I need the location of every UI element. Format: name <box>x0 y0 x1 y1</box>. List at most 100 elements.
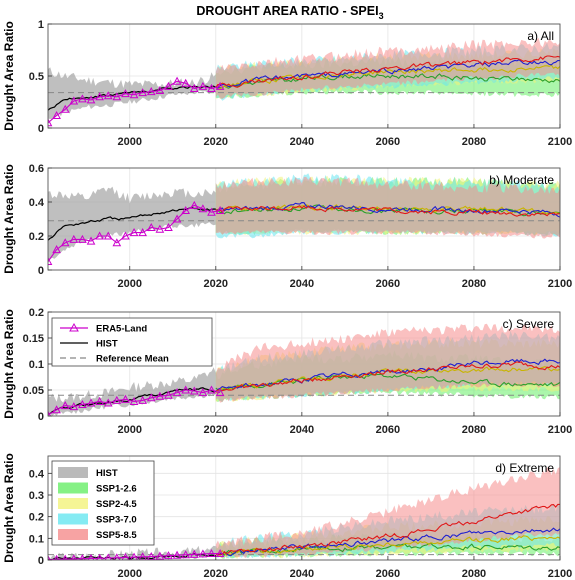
panel-title: d) Extreme <box>495 461 554 475</box>
era5-marker <box>181 78 191 87</box>
era5-marker <box>112 395 122 404</box>
panel-title: c) Severe <box>503 317 555 331</box>
x-tick-label: 2100 <box>548 424 572 436</box>
y-axis-label: Drought Area Ratio <box>2 21 16 131</box>
era5-marker <box>146 222 156 231</box>
y-axis-label: Drought Area Ratio <box>2 164 16 274</box>
era5-marker <box>62 554 69 560</box>
y-tick-label: 0.3 <box>29 490 44 502</box>
era5-marker <box>52 110 61 120</box>
y-tick-label: 0.1 <box>29 533 44 545</box>
era5-marker <box>181 385 191 394</box>
series-line-ssp5-8.5 <box>215 55 560 88</box>
era5-marker <box>189 200 199 209</box>
era5-marker <box>198 388 208 397</box>
era5-marker <box>215 205 225 214</box>
legend-label: SSP3-7.0 <box>96 515 137 526</box>
y-axis-label: Drought Area Ratio <box>2 309 16 419</box>
era5-marker <box>69 402 79 411</box>
panel-3: 0 0.05 0.1 0.15 0.2 2000 2020 2040 2060 2080 2100 D… <box>2 307 572 436</box>
plot-area <box>48 323 560 416</box>
panels: 0 0.5 1 2000 2020 2040 2060 2080 2100 Drought Are… <box>2 19 572 580</box>
band-ssp5-8.5 <box>215 466 560 559</box>
era5-marker <box>53 554 60 560</box>
era5-marker <box>181 205 191 214</box>
era5-marker <box>103 91 113 100</box>
era5-line <box>48 389 221 416</box>
legend-label: SSP2-4.5 <box>96 499 137 510</box>
hist-band <box>48 186 216 264</box>
era5-marker <box>60 238 70 247</box>
y-tick-label: 0.6 <box>29 163 44 175</box>
y-tick-label: 0.05 <box>23 385 44 397</box>
y-tick-label: 0 <box>38 411 44 423</box>
era5-marker <box>164 222 173 231</box>
hist-band <box>48 67 216 120</box>
era5-marker <box>78 94 87 103</box>
plot-area <box>48 37 560 127</box>
panel-1: 0 0.5 1 2000 2020 2040 2060 2080 2100 Drought Are… <box>2 19 572 148</box>
x-tick-label: 2040 <box>290 278 314 290</box>
era5-marker <box>121 231 130 240</box>
era5-marker <box>155 551 165 560</box>
plot-area <box>48 466 560 560</box>
era5-marker <box>95 396 104 405</box>
x-tick-label: 2000 <box>118 136 142 148</box>
era5-marker <box>189 549 199 558</box>
y-tick-label: 0.2 <box>29 307 44 319</box>
era5-line <box>48 80 221 124</box>
y-tick-label: 0 <box>38 555 44 567</box>
axes-frame <box>47 167 561 271</box>
series-line-ssp2-4.5 <box>215 535 560 556</box>
era5-marker <box>138 228 147 237</box>
era5-marker <box>48 410 52 416</box>
legend-label: SSP5-8.5 <box>96 530 137 541</box>
legend-marker-era5 <box>69 322 79 332</box>
era5-marker <box>113 553 121 560</box>
x-tick-label: 2100 <box>548 278 572 290</box>
era5-marker <box>86 398 96 407</box>
era5-marker <box>164 390 173 399</box>
era5-marker <box>155 86 165 95</box>
era5-marker <box>172 388 182 397</box>
era5-marker <box>52 245 61 254</box>
plot-area <box>48 173 560 265</box>
era5-marker <box>155 391 165 400</box>
era5-marker <box>79 554 86 560</box>
era5-marker <box>130 552 139 560</box>
x-tick-label: 2100 <box>548 136 572 148</box>
x-tick-label: 2000 <box>118 424 142 436</box>
era5-marker <box>155 224 165 233</box>
y-tick-label: 0 <box>38 123 44 135</box>
era5-marker <box>129 90 139 99</box>
hist-line <box>48 85 217 111</box>
era5-marker <box>48 256 53 265</box>
era5-marker <box>103 231 113 240</box>
era5-marker <box>164 81 173 90</box>
legend-label: Reference Mean <box>96 354 169 365</box>
x-tick-label: 2060 <box>376 568 400 580</box>
era5-marker <box>52 405 61 414</box>
x-tick-label: 2080 <box>462 136 486 148</box>
era5-marker <box>86 236 96 245</box>
series-line-ssp2-4.5 <box>215 64 560 90</box>
era5-marker <box>112 238 122 247</box>
y-tick-label: 0.4 <box>29 197 45 209</box>
era5-marker <box>172 550 182 559</box>
y-tick-label: 0.15 <box>23 333 44 345</box>
era5-marker <box>207 385 216 394</box>
legend-label: HIST <box>96 339 118 350</box>
era5-marker <box>215 388 225 397</box>
series-line-ssp3-7.0 <box>215 527 560 557</box>
era5-marker <box>70 554 77 560</box>
series-line-ssp1-2.6 <box>215 542 560 556</box>
panel-title: b) Moderate <box>489 173 554 187</box>
era5-marker <box>129 228 139 237</box>
hist-band <box>48 367 216 416</box>
x-tick-label: 2020 <box>204 568 228 580</box>
era5-marker <box>146 87 156 96</box>
y-axis-label: Drought Area Ratio <box>2 453 16 563</box>
era5-marker <box>146 393 156 402</box>
x-tick-label: 2100 <box>548 568 572 580</box>
